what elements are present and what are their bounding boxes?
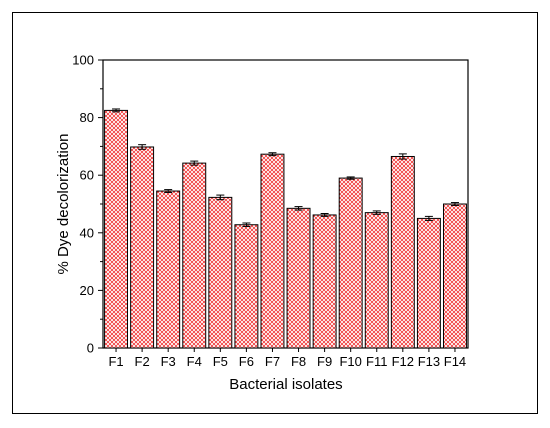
x-tick-label-F14: F14 bbox=[444, 354, 466, 369]
bar-F5 bbox=[208, 196, 233, 349]
bar-F13 bbox=[416, 217, 441, 349]
x-tick-label-F4: F4 bbox=[187, 354, 202, 369]
x-axis-title: Bacterial isolates bbox=[229, 376, 342, 393]
x-tick-label-F12: F12 bbox=[392, 354, 414, 369]
bar-F10 bbox=[338, 177, 363, 349]
x-tick-label-F8: F8 bbox=[291, 354, 306, 369]
y-axis-title: % Dye decolorization bbox=[55, 134, 72, 275]
bar-F4 bbox=[182, 162, 207, 349]
plot-area: 0 20 40 60 80 100 F1 F2 F3 F4 F5 F6 F7 F8 F9 F10 F11 F12 F… bbox=[72, 53, 469, 369]
x-tick-label-F6: F6 bbox=[239, 354, 254, 369]
x-tick-label-F1: F1 bbox=[108, 354, 123, 369]
x-tick-label-F2: F2 bbox=[135, 354, 150, 369]
y-tick-label: 40 bbox=[80, 225, 94, 240]
y-tick-label: 0 bbox=[87, 341, 94, 356]
x-tick-label-F13: F13 bbox=[418, 354, 440, 369]
y-tick-label: 60 bbox=[80, 168, 94, 183]
x-tick-label-F9: F9 bbox=[317, 354, 332, 369]
bar-F6 bbox=[234, 224, 259, 349]
x-tick-label-F3: F3 bbox=[161, 354, 176, 369]
x-tick-label-F7: F7 bbox=[265, 354, 280, 369]
chart-frame bbox=[12, 12, 538, 414]
bar-F11 bbox=[364, 212, 389, 349]
x-tick-label-F10: F10 bbox=[339, 354, 361, 369]
x-tick-label-F11: F11 bbox=[366, 354, 387, 369]
bar-F12 bbox=[390, 155, 415, 349]
bar-F1 bbox=[104, 109, 129, 349]
y-tick-label: 80 bbox=[80, 110, 94, 125]
bar-F3 bbox=[156, 190, 181, 349]
bar-F8 bbox=[286, 207, 311, 349]
bar-F2 bbox=[130, 146, 155, 349]
bar-F7 bbox=[260, 153, 285, 349]
x-tick-label-F5: F5 bbox=[213, 354, 228, 369]
y-tick-label: 100 bbox=[72, 53, 94, 68]
bar-F9 bbox=[312, 214, 337, 349]
bar-F14 bbox=[442, 203, 467, 349]
y-tick-label: 20 bbox=[80, 283, 94, 298]
